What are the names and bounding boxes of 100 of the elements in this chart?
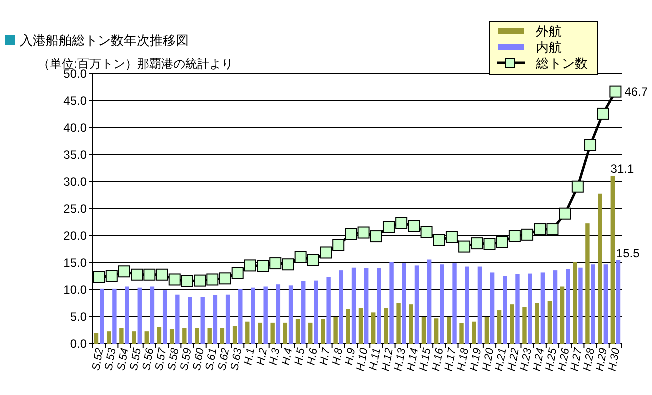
bar: [144, 332, 149, 344]
x-tick-label: H.4: [280, 347, 296, 366]
x-tick-label: H.9: [343, 347, 358, 366]
x-tick-label: H.6: [306, 346, 321, 366]
bar: [553, 270, 558, 344]
y-tick-label: 25.0: [64, 202, 88, 216]
point: [219, 272, 232, 285]
bar: [478, 266, 482, 344]
bar: [427, 260, 432, 344]
point: [345, 228, 358, 240]
bar: [195, 328, 200, 344]
bar: [200, 297, 205, 344]
data-label: 31.1: [610, 162, 634, 176]
bar: [578, 268, 583, 344]
bar: [402, 264, 406, 344]
point: [584, 139, 597, 152]
bar: [346, 309, 350, 344]
bar: [296, 319, 300, 344]
point: [420, 226, 433, 238]
bar: [396, 304, 401, 344]
bar: [390, 262, 394, 344]
point: [358, 226, 370, 239]
bar: [409, 304, 414, 344]
bar: [440, 264, 444, 344]
point: [572, 180, 584, 193]
legend-label: 内航: [536, 40, 562, 55]
point: [534, 224, 546, 236]
point: [93, 271, 106, 284]
bar: [188, 297, 192, 344]
bar: [157, 327, 162, 344]
bar: [465, 266, 470, 344]
bar: [604, 264, 608, 344]
bar: [460, 323, 464, 344]
bar: [258, 322, 262, 344]
point: [597, 108, 610, 120]
bar: [213, 295, 218, 344]
point: [433, 234, 446, 246]
bar: [176, 294, 180, 344]
bar: [302, 281, 306, 344]
bar: [94, 333, 99, 344]
bar: [288, 286, 294, 344]
bar: [334, 317, 338, 344]
point: [332, 239, 345, 252]
bar: [220, 328, 225, 344]
point: [307, 254, 320, 266]
bar: [472, 322, 476, 344]
point: [244, 260, 256, 272]
bar: [573, 262, 578, 344]
bar: [371, 312, 376, 344]
data-label: 46.7: [624, 84, 648, 99]
point: [270, 258, 282, 270]
point: [496, 236, 508, 248]
bar: [516, 274, 520, 344]
y-tick-label: 15.0: [64, 256, 88, 270]
bar: [308, 322, 313, 344]
bar: [246, 322, 250, 344]
bar: [208, 328, 212, 344]
point: [408, 220, 420, 232]
bar: [364, 268, 369, 344]
bar: [232, 326, 238, 344]
point: [370, 230, 382, 243]
point: [320, 246, 332, 259]
bar: [132, 332, 136, 344]
bar: [414, 266, 420, 344]
x-tick-label: H.2: [255, 347, 270, 366]
point: [446, 231, 458, 244]
bar: [548, 301, 552, 344]
point: [118, 266, 130, 278]
bar: [283, 322, 288, 344]
point: [559, 208, 572, 220]
chart-title: 入港船舶総トン数年次推移図: [20, 33, 189, 48]
bar: [226, 294, 230, 344]
x-tick-label: H.5: [292, 346, 308, 366]
x-tick-label: H.30: [606, 346, 623, 372]
bar: [326, 277, 331, 344]
bar: [566, 269, 570, 344]
point: [382, 221, 395, 234]
y-tick-label: 35.0: [64, 148, 88, 162]
point: [131, 268, 144, 281]
bar: [314, 280, 318, 344]
bar: [484, 317, 490, 344]
bar: [120, 328, 124, 344]
bar: [352, 268, 356, 344]
bar: [125, 286, 130, 344]
y-tick-label: 5.0: [70, 310, 88, 324]
bar: [510, 304, 514, 344]
bar: [452, 264, 457, 344]
bar: [591, 264, 596, 344]
bar: [535, 304, 540, 344]
bar: [112, 288, 117, 344]
chart-subtitle: （単位:百万トン）那覇港の統計より: [38, 57, 234, 71]
bar: [490, 272, 495, 344]
bar: [434, 318, 439, 344]
bar: [251, 288, 256, 344]
bar: [264, 286, 268, 344]
legend-label: 総トン数: [535, 56, 588, 71]
y-tick-label: 45.0: [64, 94, 88, 108]
point: [294, 251, 307, 264]
bar: [276, 284, 281, 344]
x-tick-label: H.7: [318, 346, 334, 366]
